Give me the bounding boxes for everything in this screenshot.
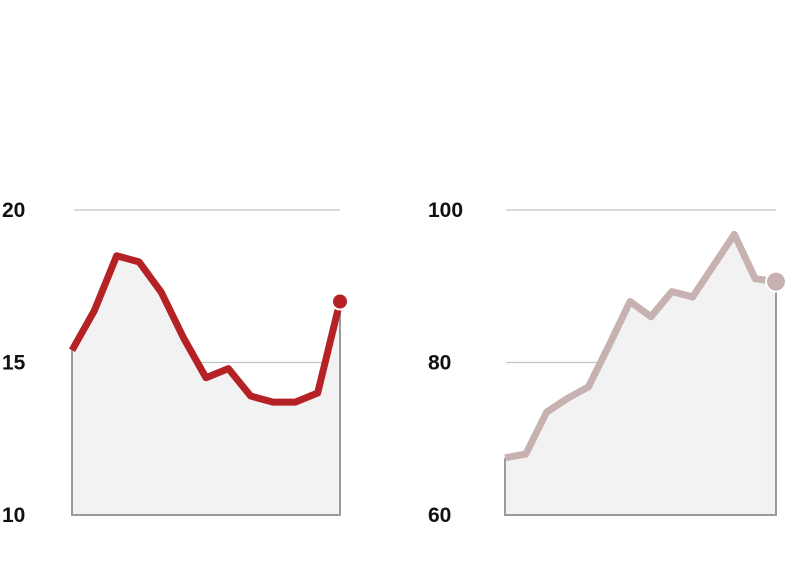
chart-panel-right: 60 80 100 [428,199,787,527]
y-tick-label: 15 [2,352,26,375]
chart-panel-left: 10 15 20 [2,199,349,527]
end-marker [767,272,785,291]
area-fill [72,255,340,515]
y-tick-label: 100 [428,199,463,222]
y-tick-label: 60 [428,504,451,527]
y-tick-label: 80 [428,352,451,375]
series-line [68,252,344,406]
series-line [504,230,777,462]
y-tick-label: 20 [2,199,25,222]
axis-frame [504,281,777,516]
end-marker [333,294,347,309]
axis-frame [71,301,341,516]
area-fill [505,234,776,515]
y-tick-label: 10 [2,504,25,527]
